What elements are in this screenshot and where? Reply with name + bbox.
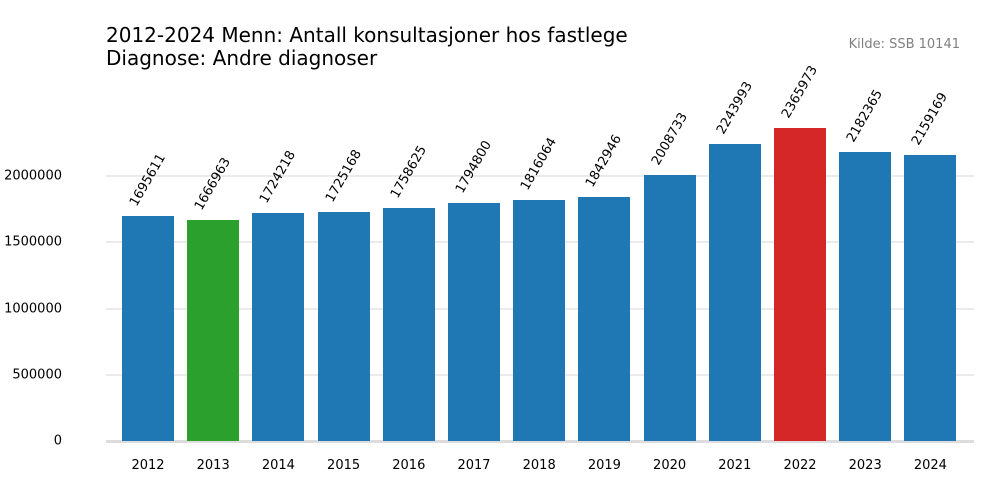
y-tick-label: 1500000 xyxy=(4,234,62,250)
chart-title: 2012-2024 Menn: Antall konsultasjoner ho… xyxy=(106,23,628,70)
bar-2019 xyxy=(578,196,631,441)
x-tick-label: 2014 xyxy=(261,458,295,473)
x-tick-label: 2015 xyxy=(327,458,361,473)
x-tick-label: 2022 xyxy=(783,458,817,473)
value-label: 1816064 xyxy=(518,135,561,194)
gridline xyxy=(106,175,974,177)
bar-2024 xyxy=(904,154,957,441)
value-label: 1842946 xyxy=(583,132,626,190)
value-label: 1695611 xyxy=(127,151,169,210)
x-tick-label: 2021 xyxy=(718,458,752,473)
plot-area: 0 500000 1000000 1500000 2000000 1695611 2012 1… xyxy=(4,0,974,500)
value-label: 1794800 xyxy=(453,138,495,197)
value-label: 2182365 xyxy=(844,87,887,145)
bar-2017 xyxy=(448,203,500,441)
bar-2016 xyxy=(382,207,435,441)
value-label: 2365973 xyxy=(779,62,821,121)
x-tick-label: 2016 xyxy=(392,458,426,473)
y-tick-label: 2000000 xyxy=(4,168,62,184)
bar-2021 xyxy=(708,143,761,441)
bar-2012 xyxy=(122,216,174,441)
bar-2020 xyxy=(643,174,696,441)
y-tick-label: 1000000 xyxy=(4,301,62,316)
bar-2014 xyxy=(252,212,305,441)
x-tick-label: 2012 xyxy=(131,458,165,473)
x-tick-label: 2023 xyxy=(848,458,882,473)
value-label: 1666963 xyxy=(192,155,235,214)
x-tick-label: 2018 xyxy=(522,458,556,473)
x-tick-label: 2020 xyxy=(653,458,687,473)
value-label: 2159169 xyxy=(909,90,952,148)
y-tick-label: 500000 xyxy=(12,367,62,383)
x-tick-label: 2017 xyxy=(457,458,491,473)
y-tick-label: 0 xyxy=(53,433,62,449)
x-tick-label: 2024 xyxy=(913,458,947,473)
x-axis-line xyxy=(106,440,974,443)
x-tick-label: 2019 xyxy=(587,458,621,473)
value-label: 2243993 xyxy=(713,79,756,137)
x-tick-label: 2013 xyxy=(196,458,230,473)
bar-2013 xyxy=(187,220,240,441)
value-label: 1758625 xyxy=(387,143,430,201)
bar-2018 xyxy=(513,200,566,441)
source-label: Kilde: SSB 10141 xyxy=(848,37,960,52)
bar-2023 xyxy=(839,151,892,441)
bar-2022 xyxy=(774,127,826,441)
value-label: 2008733 xyxy=(648,110,691,168)
bar-2015 xyxy=(317,212,370,441)
